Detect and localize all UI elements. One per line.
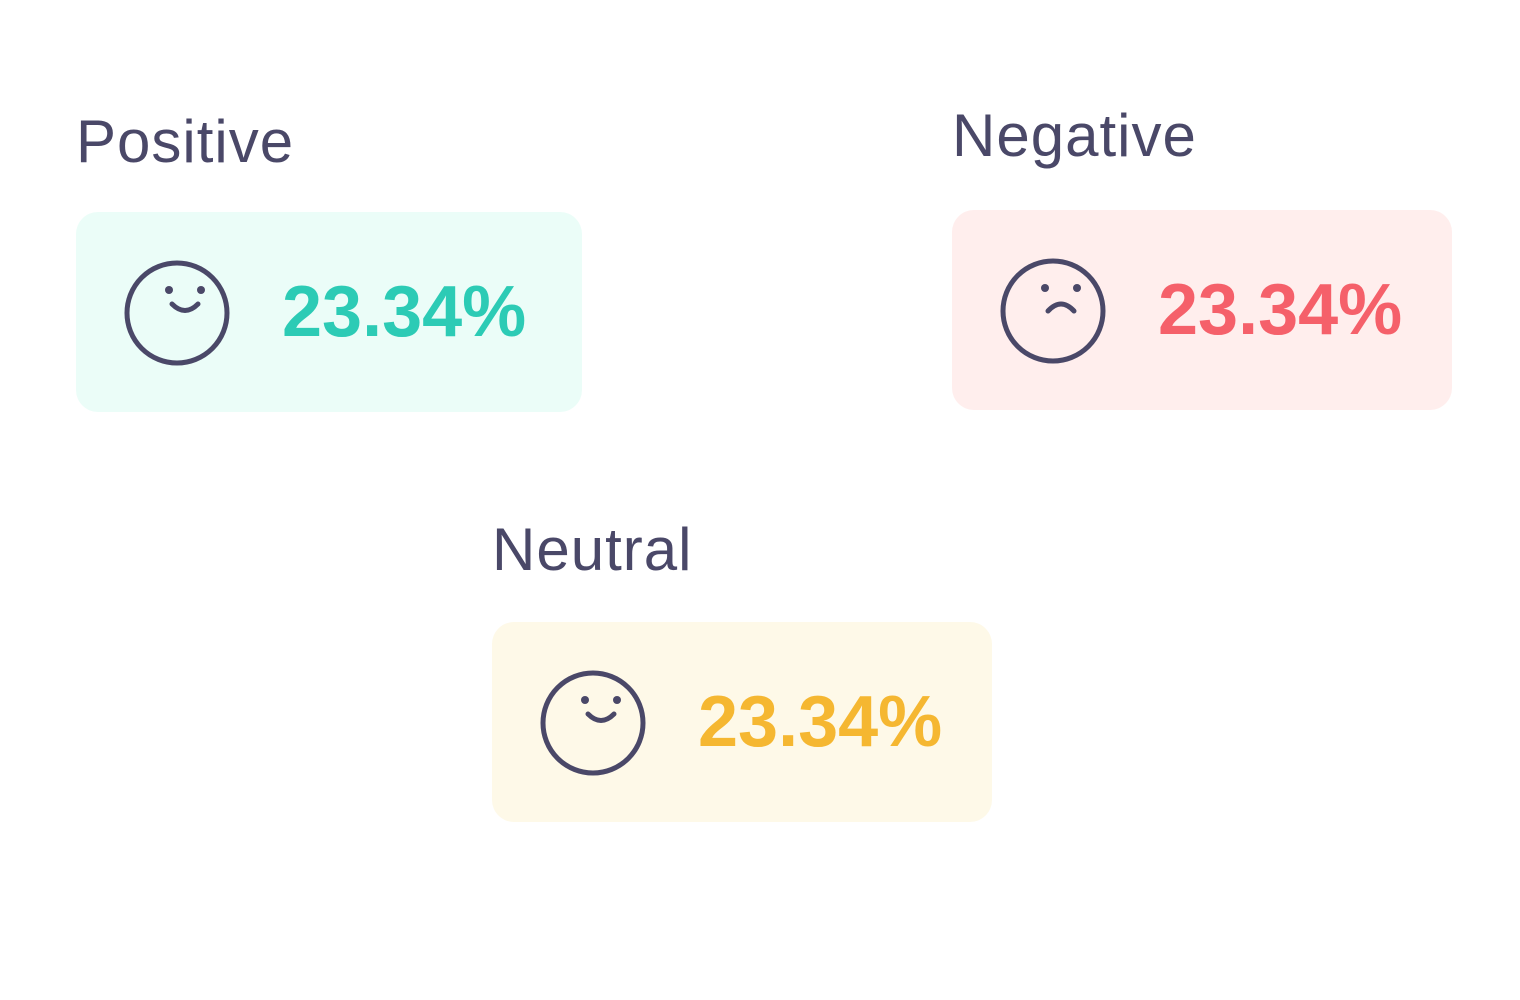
sentiment-value-negative: 23.34% [1158,270,1403,350]
smiley-face-icon [124,260,230,366]
sentiment-label-positive: Positive [76,108,295,175]
sentiment-value-neutral: 23.34% [698,682,943,762]
smiley-face-icon [540,670,646,776]
sentiment-value-positive: 23.34% [282,272,527,352]
sentiment-card-negative: 23.34% [952,210,1452,410]
sentiment-label-neutral: Neutral [492,516,693,583]
sentiment-label-negative: Negative [952,102,1197,169]
sentiment-card-neutral: 23.34% [492,622,992,822]
frowning-face-icon [1000,258,1106,364]
sentiment-card-positive: 23.34% [76,212,582,412]
